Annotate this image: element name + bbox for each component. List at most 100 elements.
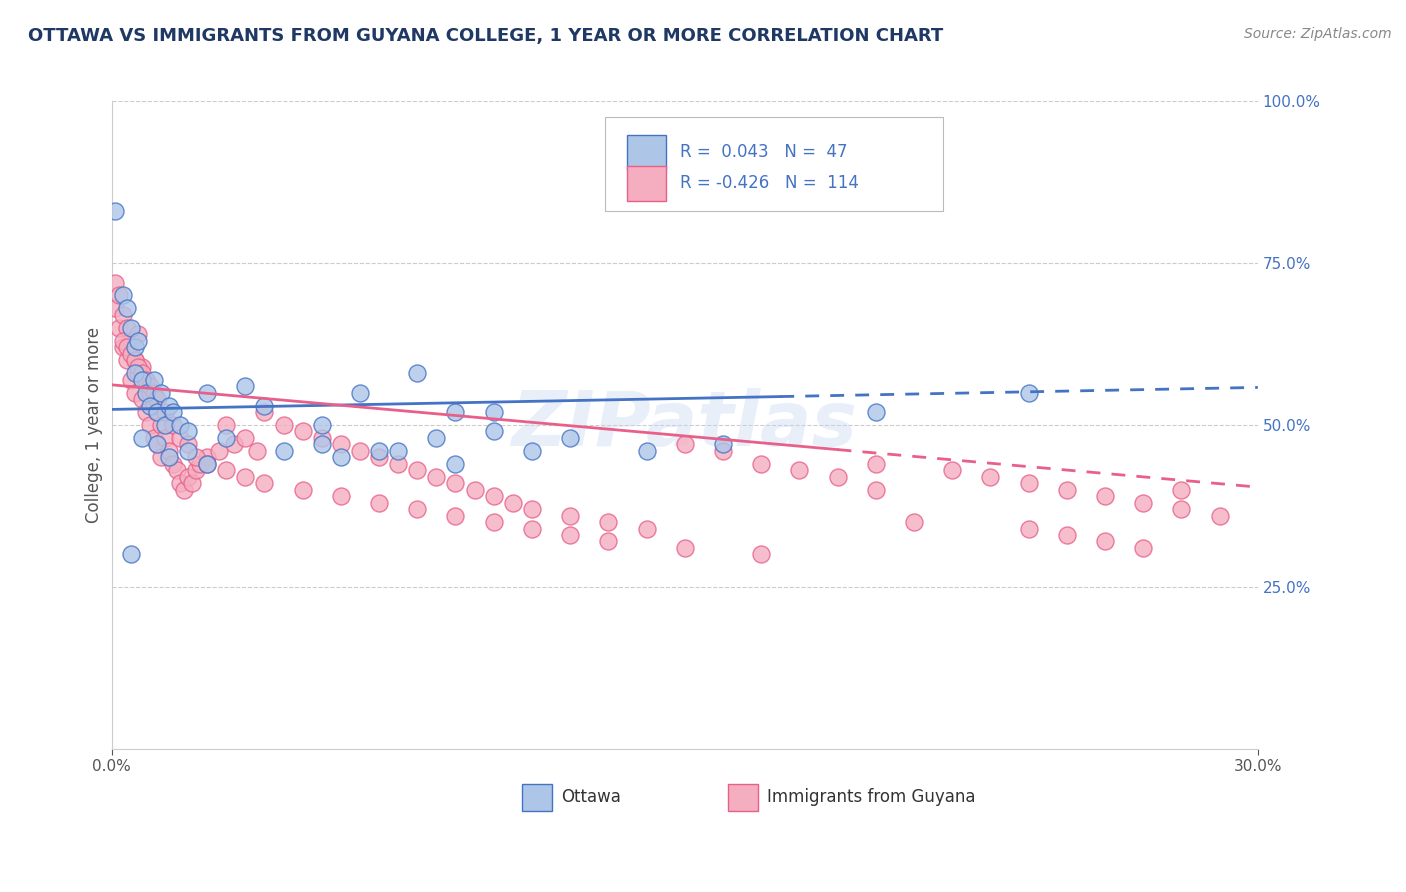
Point <box>120 334 142 348</box>
Point <box>177 469 200 483</box>
Point <box>184 463 207 477</box>
Point <box>253 399 276 413</box>
Point <box>425 469 447 483</box>
Point <box>180 476 202 491</box>
Point <box>120 373 142 387</box>
Point <box>112 334 135 348</box>
Point <box>104 204 127 219</box>
Point <box>865 405 887 419</box>
Point <box>349 385 371 400</box>
Point <box>104 301 127 316</box>
Point <box>153 417 176 432</box>
Point <box>789 463 811 477</box>
Point <box>162 457 184 471</box>
Point <box>135 385 157 400</box>
FancyBboxPatch shape <box>522 783 551 811</box>
Point <box>329 437 352 451</box>
Point <box>131 366 153 380</box>
Point <box>112 340 135 354</box>
Point <box>349 443 371 458</box>
Point <box>169 476 191 491</box>
Point <box>558 508 581 523</box>
FancyBboxPatch shape <box>728 783 758 811</box>
Point <box>150 417 173 432</box>
Point <box>146 437 169 451</box>
Point <box>215 431 238 445</box>
Point <box>157 443 180 458</box>
Point <box>311 437 333 451</box>
Point <box>146 405 169 419</box>
Point <box>598 515 620 529</box>
Point <box>1170 502 1192 516</box>
Point <box>142 399 165 413</box>
Point <box>124 353 146 368</box>
Point <box>169 431 191 445</box>
Point <box>711 443 734 458</box>
Point <box>444 457 467 471</box>
Point <box>749 457 772 471</box>
Point <box>425 431 447 445</box>
Point <box>1056 528 1078 542</box>
Point <box>673 437 696 451</box>
Point <box>368 443 391 458</box>
Point <box>482 515 505 529</box>
Point <box>127 366 149 380</box>
Point <box>139 399 162 413</box>
Point <box>195 457 218 471</box>
Point <box>115 353 138 368</box>
Point <box>673 541 696 555</box>
Point <box>1018 385 1040 400</box>
Point <box>1018 522 1040 536</box>
Point <box>124 353 146 368</box>
Point <box>406 366 429 380</box>
Point <box>157 450 180 465</box>
Point <box>406 463 429 477</box>
Text: R = -0.426   N =  114: R = -0.426 N = 114 <box>681 175 859 193</box>
Point <box>173 483 195 497</box>
Point <box>120 321 142 335</box>
Point <box>166 463 188 477</box>
Point <box>169 417 191 432</box>
Point <box>120 347 142 361</box>
Point <box>112 288 135 302</box>
Point <box>444 405 467 419</box>
Point <box>124 366 146 380</box>
Point <box>941 463 963 477</box>
Point <box>131 392 153 406</box>
Point <box>253 405 276 419</box>
Point <box>222 437 245 451</box>
Point <box>482 425 505 439</box>
Point <box>903 515 925 529</box>
Point <box>127 327 149 342</box>
Point <box>444 476 467 491</box>
Point <box>1132 541 1154 555</box>
Point <box>253 476 276 491</box>
Text: OTTAWA VS IMMIGRANTS FROM GUYANA COLLEGE, 1 YEAR OR MORE CORRELATION CHART: OTTAWA VS IMMIGRANTS FROM GUYANA COLLEGE… <box>28 27 943 45</box>
Point <box>558 431 581 445</box>
Point <box>104 276 127 290</box>
Point <box>482 489 505 503</box>
Point <box>711 437 734 451</box>
Point <box>311 431 333 445</box>
Point <box>157 399 180 413</box>
Point <box>195 385 218 400</box>
Text: R =  0.043   N =  47: R = 0.043 N = 47 <box>681 144 848 161</box>
Point <box>188 457 211 471</box>
Point <box>135 373 157 387</box>
Point <box>235 431 257 445</box>
Point <box>215 417 238 432</box>
Point <box>131 373 153 387</box>
Point <box>329 489 352 503</box>
Point <box>195 450 218 465</box>
Point <box>1094 534 1116 549</box>
Point <box>142 385 165 400</box>
FancyBboxPatch shape <box>605 118 942 211</box>
Point <box>387 457 409 471</box>
Point <box>520 502 543 516</box>
Point <box>329 450 352 465</box>
Point <box>1208 508 1230 523</box>
Point <box>749 548 772 562</box>
Point <box>142 373 165 387</box>
Point <box>865 483 887 497</box>
Point <box>153 431 176 445</box>
